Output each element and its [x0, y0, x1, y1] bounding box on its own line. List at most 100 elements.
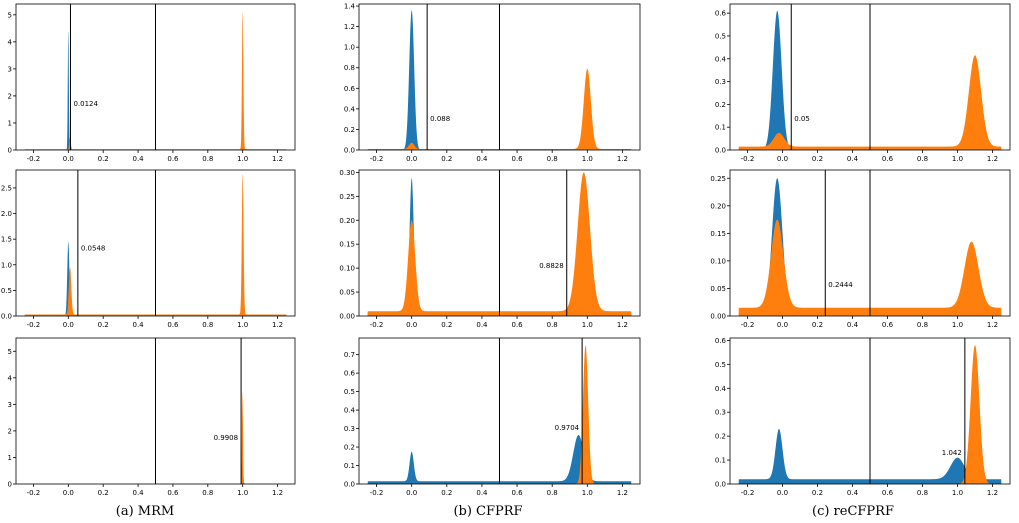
y-tick-label: 0.6 — [715, 337, 727, 345]
orange-distribution-area — [359, 68, 640, 150]
x-tick-label: 0.8 — [202, 155, 213, 163]
x-tick-label: 0.0 — [406, 489, 417, 497]
y-tick-label: 0.00 — [710, 313, 726, 321]
y-tick-label: 1 — [8, 119, 12, 127]
x-tick-label: 0.2 — [812, 155, 823, 163]
x-tick-label: 0.8 — [547, 489, 558, 497]
x-tick-label: 0.4 — [847, 489, 859, 497]
y-tick-label: 1.4 — [344, 3, 356, 11]
y-tick-label: 4 — [8, 38, 13, 46]
y-tick-label: 0.20 — [339, 217, 355, 225]
y-tick-label: 0.1 — [344, 462, 355, 470]
x-tick-label: 0.2 — [98, 321, 109, 329]
x-tick-label: 1.0 — [582, 321, 593, 329]
x-tick-label: 0.6 — [167, 489, 179, 497]
y-tick-label: 3 — [8, 401, 12, 409]
subplot-8: -0.2 0.0 0.2 0.4 0.6 0.8 1.0 1.2 0.0 0.1 0.2 0.3 0.4… — [344, 337, 641, 497]
y-tick-label: 0.10 — [710, 257, 726, 265]
x-tick-label: -0.2 — [741, 321, 755, 329]
axes-frame — [729, 3, 1011, 151]
x-tick-label: 0.0 — [777, 321, 788, 329]
y-tick-label: 0.10 — [339, 265, 355, 273]
x-tick-label: 0.6 — [511, 489, 523, 497]
x-tick-label: 1.2 — [617, 489, 628, 497]
x-tick-label: 1.0 — [582, 489, 593, 497]
threshold-label: 0.05 — [794, 115, 810, 123]
x-tick-label: 0.4 — [476, 489, 488, 497]
x-tick-label: 0.6 — [167, 321, 179, 329]
orange-distribution-area — [730, 345, 1010, 484]
y-tick-label: 0.2 — [344, 444, 355, 452]
x-tick-label: 1.0 — [582, 155, 593, 163]
threshold-label: 0.0124 — [73, 100, 98, 108]
y-tick-label: 0.5 — [344, 388, 355, 396]
y-tick-label: 0.1 — [715, 124, 726, 132]
y-tick-label: 2 — [8, 427, 12, 435]
caption-cfprf: (b) CFPRF — [453, 504, 522, 519]
y-tick-label: 0 — [8, 147, 12, 155]
x-tick-label: 0.0 — [63, 489, 74, 497]
y-tick-label: 0.5 — [715, 361, 726, 369]
orange-distribution-area — [359, 345, 640, 484]
x-tick-label: 0.4 — [847, 321, 859, 329]
y-tick-label: 0.5 — [1, 287, 12, 295]
y-tick-label: 0.0 — [1, 313, 12, 321]
y-tick-label: 0.0 — [715, 147, 726, 155]
x-tick-label: 0.4 — [847, 155, 859, 163]
y-tick-label: 1.0 — [1, 261, 12, 269]
x-tick-label: 0.4 — [132, 155, 144, 163]
x-tick-label: 0.6 — [167, 155, 179, 163]
x-tick-label: 0.2 — [98, 489, 109, 497]
y-tick-label: 0.0 — [344, 147, 355, 155]
y-tick-label: 1 — [8, 454, 12, 462]
axes-frame — [15, 169, 296, 317]
subplot-6: -0.2 0.0 0.2 0.4 0.6 0.8 1.0 1.2 0.00 0.05 0.10 0.1… — [710, 169, 1011, 329]
axes-frame — [729, 337, 1011, 485]
x-tick-label: 0.2 — [812, 321, 823, 329]
x-tick-label: 0.4 — [476, 321, 488, 329]
x-tick-label: 1.0 — [237, 489, 248, 497]
subplot-4: -0.2 0.0 0.2 0.4 0.6 0.8 1.0 1.2 0.0 0.5 1.0 1.5 2.0… — [1, 169, 296, 329]
threshold-label: 0.9704 — [555, 424, 580, 432]
x-tick-label: 1.2 — [272, 489, 283, 497]
x-tick-label: 0.8 — [202, 489, 213, 497]
x-tick-label: -0.2 — [741, 155, 755, 163]
x-tick-label: 0.0 — [406, 321, 417, 329]
y-tick-label: 2.0 — [1, 210, 12, 218]
subplot-7: -0.2 0.0 0.2 0.4 0.6 0.8 1.0 1.2 0 1 2 3 4 5 0.9908 — [8, 337, 296, 497]
x-tick-label: 1.0 — [952, 155, 963, 163]
axes-frame — [15, 3, 296, 151]
y-tick-label: 0.00 — [339, 313, 355, 321]
x-tick-label: 1.2 — [987, 489, 998, 497]
x-tick-label: 0.6 — [882, 321, 894, 329]
axes-frame — [358, 3, 641, 151]
x-tick-label: 1.2 — [272, 321, 283, 329]
x-tick-label: 0.8 — [202, 321, 213, 329]
threshold-label: 0.9908 — [214, 434, 239, 442]
x-tick-label: 0.4 — [132, 489, 144, 497]
x-tick-label: -0.2 — [741, 489, 755, 497]
x-tick-label: 1.2 — [617, 155, 628, 163]
threshold-label: 1.042 — [942, 449, 962, 457]
x-tick-label: 1.0 — [237, 321, 248, 329]
axes-frame — [15, 337, 296, 485]
x-tick-label: 0.8 — [917, 489, 928, 497]
x-tick-label: 0.6 — [882, 155, 894, 163]
x-tick-label: 0.2 — [441, 489, 452, 497]
x-tick-label: 0.6 — [511, 321, 523, 329]
y-tick-label: 0.5 — [715, 32, 726, 40]
y-tick-label: 1.2 — [344, 23, 355, 31]
caption-mrm: (a) MRM — [116, 504, 174, 519]
x-tick-label: 0.8 — [547, 321, 558, 329]
x-tick-label: 1.2 — [987, 155, 998, 163]
y-tick-label: 0.6 — [715, 10, 727, 18]
x-tick-label: 1.0 — [952, 489, 963, 497]
y-tick-label: 5 — [8, 348, 12, 356]
x-tick-label: -0.2 — [370, 489, 384, 497]
subplot-5: -0.2 0.0 0.2 0.4 0.6 0.8 1.0 1.2 0.00 0.05 0.10 0.1… — [339, 169, 641, 329]
threshold-label: 0.8828 — [539, 262, 564, 270]
x-tick-label: 0.0 — [406, 155, 417, 163]
caption-row: (a) MRM (b) CFPRF (c) reCFPRF — [116, 504, 894, 519]
axes-frame — [729, 169, 1011, 317]
subplot-9: -0.2 0.0 0.2 0.4 0.6 0.8 1.0 1.2 0.0 0.1 0.2 0.3 0.4… — [715, 337, 1011, 497]
